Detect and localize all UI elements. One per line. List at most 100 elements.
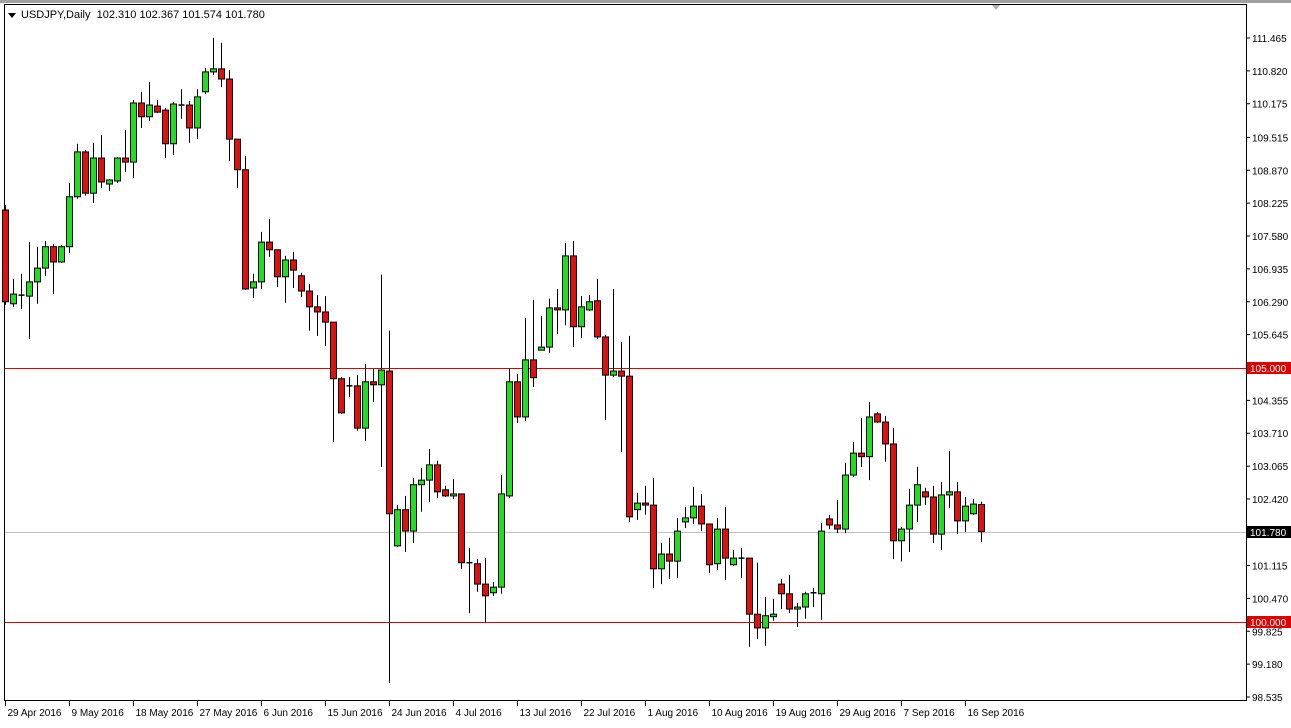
candle xyxy=(674,517,681,578)
candle-body-bear xyxy=(602,336,609,376)
x-tick-label: 29 Apr 2016 xyxy=(8,708,62,719)
candle xyxy=(202,67,209,94)
candle-body-bull xyxy=(42,246,49,269)
candle xyxy=(482,558,489,623)
candle-body-bull xyxy=(682,517,689,523)
candle-body-bear xyxy=(754,613,761,629)
dropdown-triangle-icon[interactable] xyxy=(8,12,16,18)
candle-body-bull xyxy=(714,528,721,565)
x-tick-label: 7 Sep 2016 xyxy=(904,708,956,719)
candle xyxy=(450,479,457,499)
candle xyxy=(34,246,41,304)
candle-body-bear xyxy=(162,109,169,145)
candle-body-bull xyxy=(210,68,217,73)
candle xyxy=(474,559,481,592)
candlestick-chart[interactable]: 111.465 110.820 110.175 109.515 108.870 108.2… xyxy=(0,3,1291,723)
price-label: 101.780 xyxy=(1250,528,1287,539)
candle-body-bull xyxy=(538,346,545,351)
candle-body-bull xyxy=(490,586,497,594)
candle-body-bear xyxy=(314,306,321,313)
candle xyxy=(810,588,817,608)
candle-body-bear xyxy=(474,563,481,585)
chart-shift-marker-icon[interactable] xyxy=(992,5,1000,10)
candle-body-bear xyxy=(386,370,393,515)
candle-body-bull xyxy=(962,505,969,522)
candle xyxy=(162,108,169,159)
candle-body-bear xyxy=(338,378,345,414)
candle xyxy=(850,441,857,478)
candle xyxy=(530,299,537,387)
candle-body-bear xyxy=(50,246,57,263)
candle xyxy=(554,289,561,334)
candle xyxy=(682,507,689,529)
candle xyxy=(522,318,529,422)
candle xyxy=(178,89,185,119)
candle xyxy=(826,514,833,530)
candle-body-bull xyxy=(850,452,857,476)
x-tick-label: 18 May 2016 xyxy=(136,708,194,719)
x-tick-label: 13 Jul 2016 xyxy=(520,708,572,719)
candle xyxy=(218,42,225,88)
candle xyxy=(714,517,721,570)
candle-body-bull xyxy=(34,267,41,283)
candle xyxy=(762,596,769,646)
candle-body-bear xyxy=(722,528,729,559)
y-tick-label: 109.515 xyxy=(1252,133,1289,144)
candle-body-bull xyxy=(770,613,777,618)
candle-body-bull xyxy=(114,157,121,182)
candle-body-bull xyxy=(130,102,137,163)
candle-body-bear xyxy=(354,385,361,429)
candle-body-bull xyxy=(498,493,505,588)
candle-body-bear xyxy=(274,249,281,278)
y-tick-label: 111.465 xyxy=(1252,34,1287,45)
candle xyxy=(866,402,873,481)
candle xyxy=(706,523,713,573)
candle-body-bull xyxy=(362,381,369,429)
candle xyxy=(466,547,473,614)
candle-body-bear xyxy=(626,375,633,518)
candle-body-bull xyxy=(394,509,401,547)
candle xyxy=(138,91,145,128)
y-tick-label: 108.225 xyxy=(1252,199,1289,210)
candle-body-bull xyxy=(898,528,905,542)
candle-body-bear xyxy=(874,413,881,423)
candle-body-bull xyxy=(170,103,177,145)
candle-body-bear xyxy=(786,593,793,610)
candle-body-bear xyxy=(618,370,625,377)
candle-body-bull xyxy=(418,479,425,486)
candle xyxy=(978,501,985,543)
candle-body-bear xyxy=(402,509,409,532)
candle-body-bear xyxy=(82,151,89,194)
candle xyxy=(754,562,761,640)
candle xyxy=(378,274,385,467)
candle-body-bull xyxy=(410,484,417,532)
candle-body-bear xyxy=(954,491,961,522)
candle xyxy=(634,492,641,520)
candle xyxy=(386,330,393,683)
x-tick-label: 9 May 2016 xyxy=(72,708,125,719)
candle-body-bull xyxy=(914,484,921,506)
candle-body-bear xyxy=(554,307,561,311)
candle-body-bull xyxy=(906,504,913,530)
candle-body-bear xyxy=(570,255,577,328)
candle-body-bull xyxy=(378,369,385,386)
candle-body-bull xyxy=(818,530,825,595)
candle xyxy=(602,334,609,420)
candle-body-bear xyxy=(978,504,985,533)
y-tick-label: 103.065 xyxy=(1252,462,1289,473)
candle xyxy=(402,495,409,552)
candle-body-bear xyxy=(930,496,937,535)
candle xyxy=(642,485,649,515)
candle-body-bull xyxy=(610,370,617,376)
candle-body-bull xyxy=(794,606,801,610)
y-tick-label: 104.355 xyxy=(1252,396,1289,407)
candle xyxy=(426,449,433,503)
candle-body-bull xyxy=(74,151,81,198)
y-tick-label: 99.180 xyxy=(1252,660,1283,671)
candle xyxy=(458,493,465,569)
y-tick-label: 100.470 xyxy=(1252,594,1289,605)
candle xyxy=(410,478,417,543)
candle-body-bull xyxy=(802,593,809,608)
candle xyxy=(562,243,569,326)
